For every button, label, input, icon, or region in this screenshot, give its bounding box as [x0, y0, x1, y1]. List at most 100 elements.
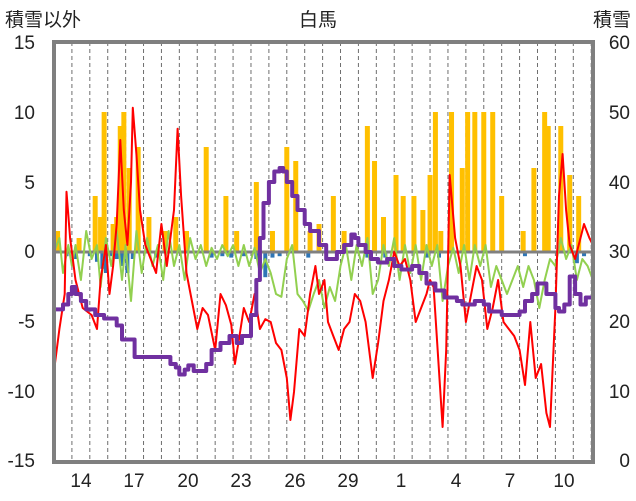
x-tick-label: 17	[123, 471, 144, 492]
left-axis-title: 積雪以外	[5, 9, 81, 31]
precip-bar	[109, 252, 114, 257]
precip-bar	[574, 252, 579, 264]
snowfall-bar	[101, 112, 107, 252]
snowfall-bar	[223, 196, 229, 252]
snowfall-bar	[472, 112, 478, 252]
left-tick-label: -10	[8, 382, 35, 403]
x-tick-label: 4	[451, 471, 462, 492]
snowfall-bar	[499, 196, 505, 252]
snowfall-bar	[531, 168, 537, 252]
right-axis-title: 積雪	[593, 9, 631, 31]
left-tick-label: 5	[24, 173, 35, 194]
x-tick-label: 14	[70, 471, 92, 492]
right-tick-label: 0	[619, 451, 630, 472]
snowfall-bar	[432, 112, 438, 252]
chart-title: 白馬	[299, 9, 337, 31]
left-tick-label: -15	[8, 451, 35, 472]
right-tick-label: 30	[609, 242, 630, 263]
temperature-line	[53, 106, 594, 428]
snowfall-bar	[253, 182, 259, 252]
snowfall-bar	[520, 231, 526, 252]
snow-depth-layer	[54, 166, 593, 377]
precip-bar	[270, 252, 275, 258]
right-tick-label: 50	[609, 103, 630, 124]
precip-bar	[120, 252, 125, 266]
snowfall-bar	[490, 112, 496, 252]
snowfall-bar	[234, 231, 240, 252]
left-tick-label: 15	[14, 33, 35, 54]
temperature-layer	[53, 106, 594, 428]
snowfall-bar	[542, 112, 548, 252]
precip-bar	[424, 252, 429, 258]
snowfall-bar	[393, 175, 399, 252]
right-tick-label: 20	[609, 312, 630, 333]
precip-bar	[306, 252, 311, 258]
snowfall-bar	[76, 238, 82, 252]
snowfall-bar	[146, 217, 152, 252]
snowfall-bar	[438, 231, 444, 252]
snowfall-bar	[269, 231, 275, 252]
snowfall-bar	[135, 147, 141, 252]
snowfall-bar	[411, 196, 417, 252]
precip-bar	[522, 252, 527, 257]
snowfall-bar	[173, 217, 179, 252]
snowfall-bar	[117, 126, 123, 252]
precip-bar	[365, 252, 370, 258]
precip-bar	[220, 252, 225, 257]
snowfall-bar	[162, 231, 168, 252]
snowfall-bar	[545, 126, 551, 252]
precip-bar	[103, 252, 108, 273]
x-axis: 14 17 20 23 26 29 1 4 7 10	[70, 471, 574, 492]
right-tick-label: 60	[609, 33, 630, 54]
snowfall-bar	[307, 231, 313, 252]
left-axis: 15 10 5 0 -5 -10 -15	[8, 33, 35, 472]
snowfall-bar	[284, 147, 290, 252]
plot-frame	[52, 40, 595, 464]
x-tick-label: 1	[396, 471, 407, 492]
temp-change-line	[53, 230, 594, 312]
snowfall-bar	[481, 112, 487, 252]
precip-bar	[241, 252, 246, 257]
snowfall-bar	[576, 196, 582, 252]
snowfall-bar	[98, 217, 104, 252]
left-tick-label: 0	[24, 242, 35, 263]
x-tick-label: 20	[177, 471, 198, 492]
snowfall-bar	[92, 196, 98, 252]
precip-bar	[263, 252, 268, 278]
snowfall-bar	[110, 224, 116, 252]
snowfall-bar	[449, 112, 455, 252]
left-tick-label: 10	[14, 103, 35, 124]
precip-bar	[209, 252, 214, 258]
snowfall-bar	[372, 161, 378, 252]
precip-bar	[114, 252, 119, 259]
precip-bar	[73, 252, 78, 259]
snowfall-bar	[364, 126, 370, 252]
x-tick-label: 26	[284, 471, 305, 492]
snow-depth-line	[54, 166, 593, 377]
snowfall-bar	[380, 217, 386, 252]
snowfall-bar	[558, 126, 564, 252]
snowfall-bar	[341, 231, 347, 252]
precip-bar	[94, 252, 99, 262]
snowfall-bar	[465, 112, 471, 252]
snowfall-bar	[400, 196, 406, 252]
x-tick-label: 10	[553, 471, 574, 492]
precip-bar	[277, 252, 282, 257]
x-tick-label: 29	[337, 471, 358, 492]
snowfall-bar	[567, 175, 573, 252]
snowfall-bar	[420, 210, 426, 252]
snowfall-bar	[121, 112, 127, 252]
left-tick-label: -5	[18, 312, 35, 333]
right-tick-label: 40	[609, 173, 630, 194]
x-tick-label: 7	[505, 471, 516, 492]
temp-change-layer	[53, 230, 594, 312]
precip-bar	[582, 252, 587, 257]
snowfall-bar	[427, 175, 433, 252]
x-tick-label: 23	[230, 471, 251, 492]
right-tick-label: 10	[609, 382, 630, 403]
snowfall-bar	[459, 168, 465, 252]
precip-bar	[130, 252, 135, 259]
precip-bar	[100, 252, 105, 269]
right-axis: 60 50 40 30 20 10 0	[609, 33, 630, 472]
